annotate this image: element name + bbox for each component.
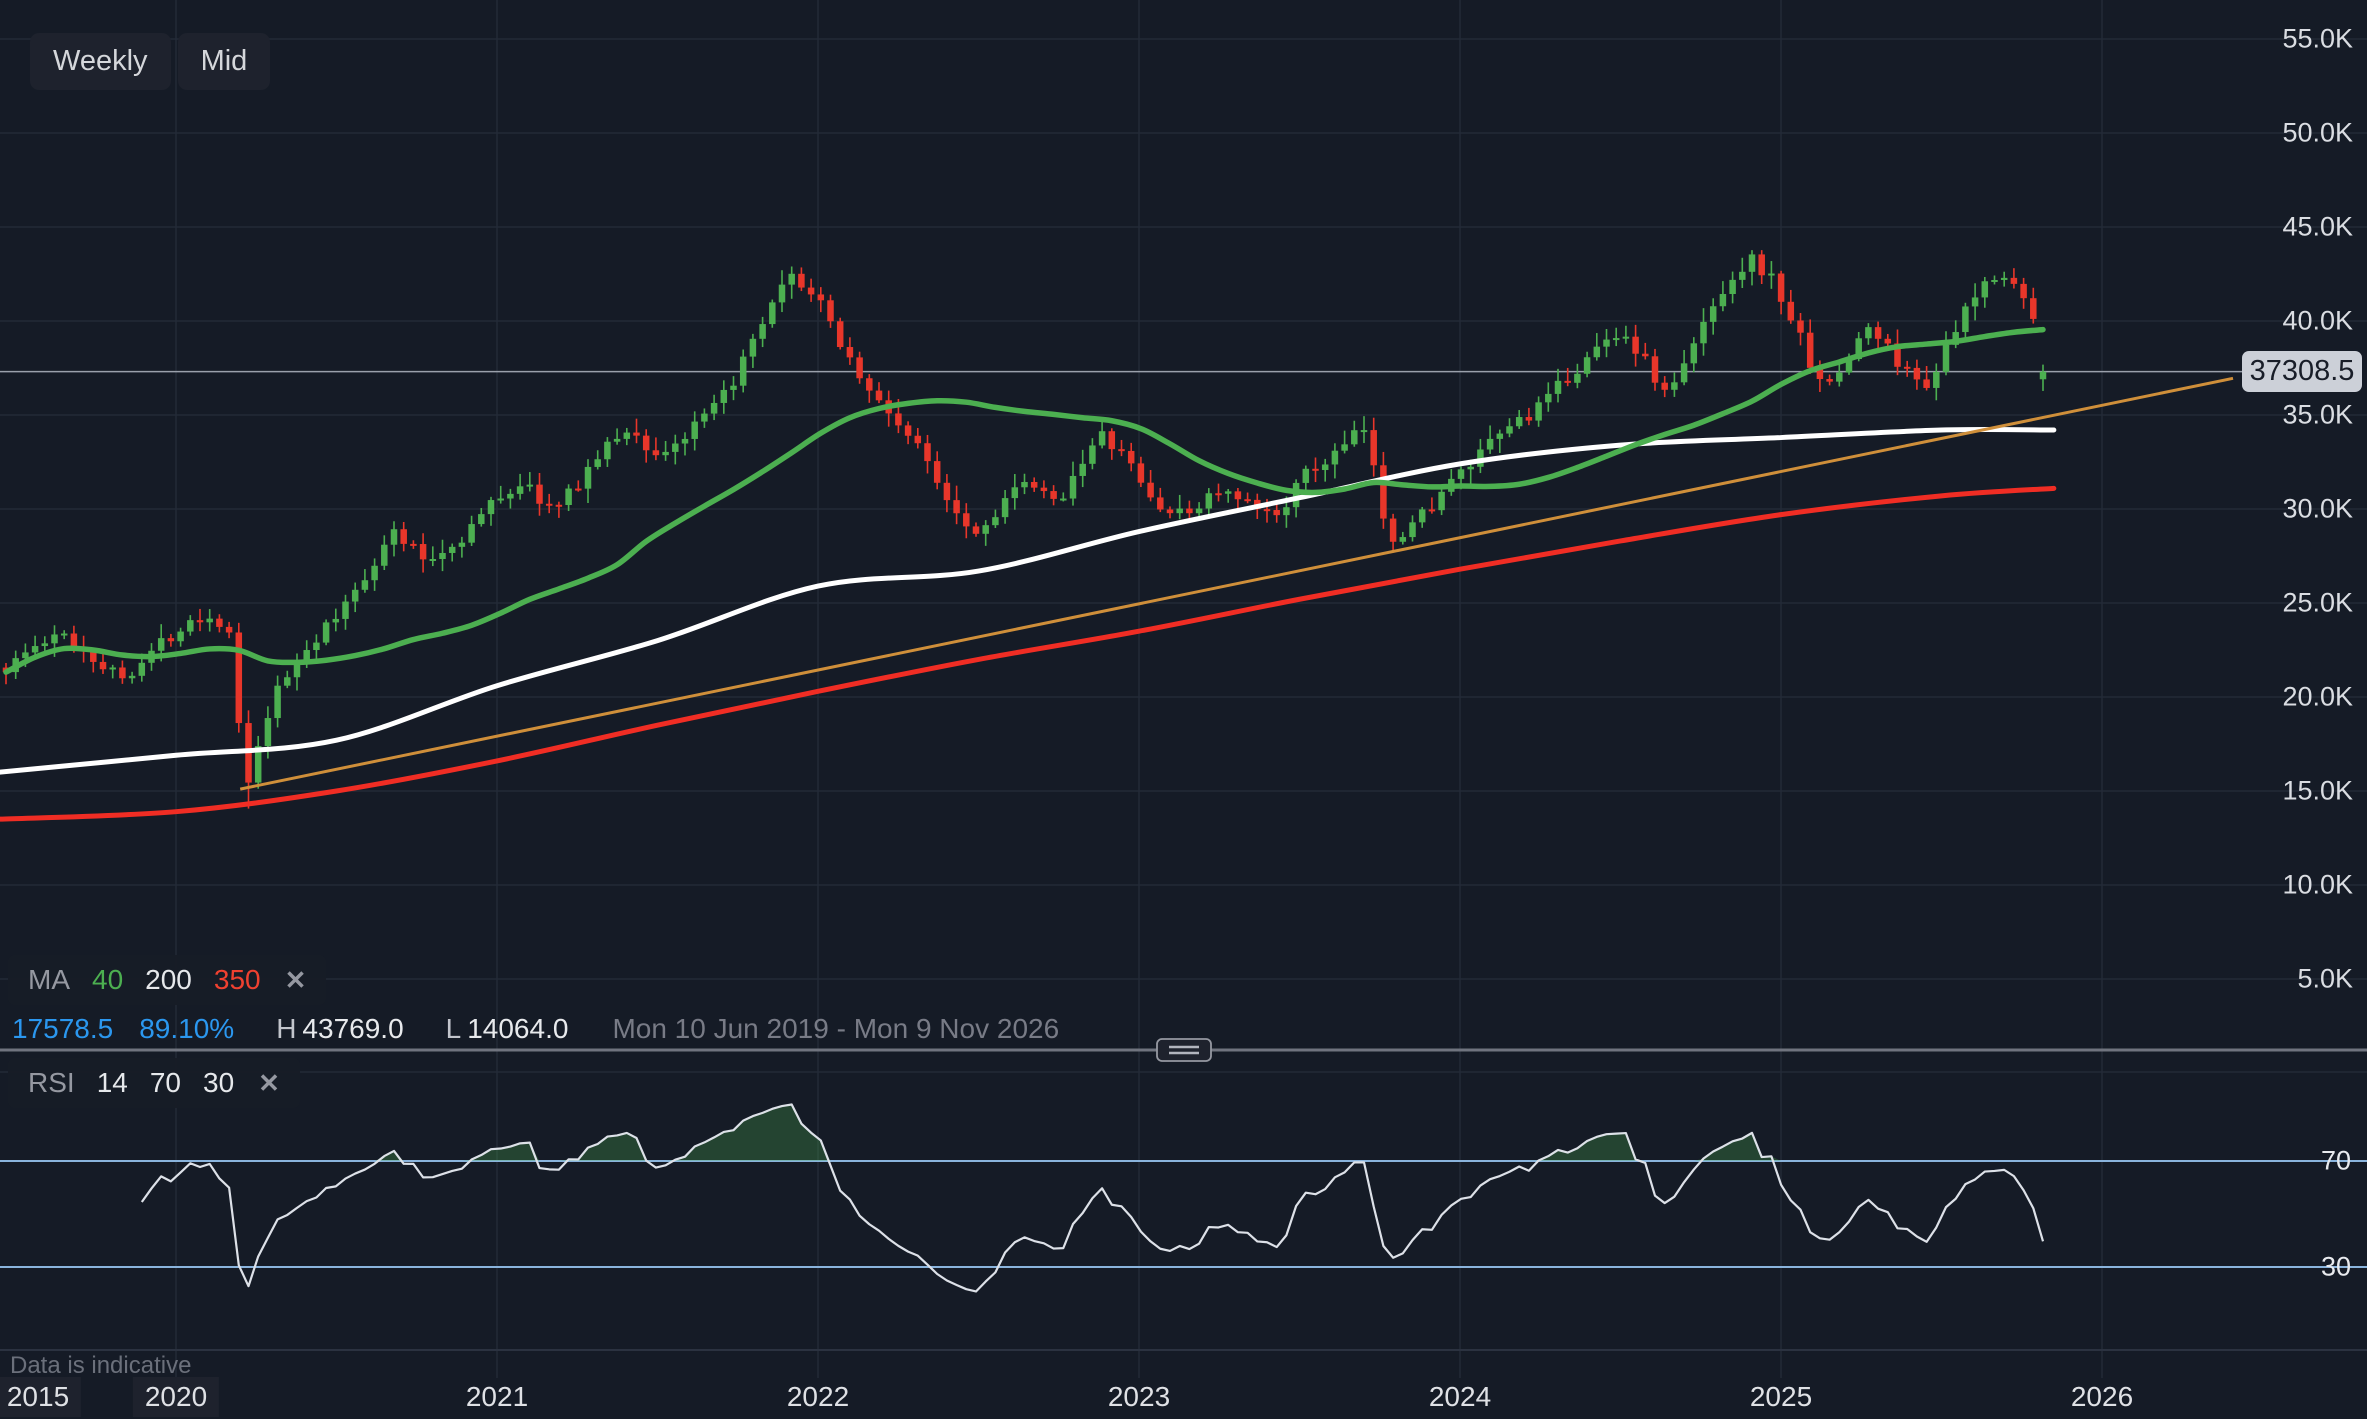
time-axis-label-2020: 2020 xyxy=(132,1377,220,1417)
rsi-upper-level: 70 xyxy=(149,1067,181,1098)
stat-date-range: Mon 10 Jun 2019 - Mon 9 Nov 2026 xyxy=(612,1013,1060,1044)
rsi-axis-label-30: 30 xyxy=(2320,1251,2351,1282)
ma-indicator-legend[interactable]: MA 40 200 350 ✕ xyxy=(8,955,327,1005)
ma-period-200: 200 xyxy=(145,964,192,995)
rsi-indicator-legend[interactable]: RSI 14 70 30 ✕ xyxy=(8,1058,300,1108)
price-axis-label-25.0K: 25.0K xyxy=(2282,587,2353,618)
stat-low: L 14064.0 xyxy=(445,1013,569,1044)
rsi-period: 14 xyxy=(96,1067,128,1098)
time-axis-label-2026: 2026 xyxy=(2070,1381,2134,1412)
price-axis-label-10.0K: 10.0K xyxy=(2282,869,2353,900)
ma-period-40: 40 xyxy=(92,964,124,995)
price-mode-button[interactable]: Mid xyxy=(177,33,271,90)
stat-value: 17578.5 xyxy=(12,1013,114,1044)
rsi-axis-label-70: 70 xyxy=(2320,1145,2351,1176)
time-axis-label-2023: 2023 xyxy=(1107,1381,1171,1412)
price-axis-label-35.0K: 35.0K xyxy=(2282,399,2353,430)
price-axis-label-40.0K: 40.0K xyxy=(2282,305,2353,336)
rsi-close-icon[interactable]: ✕ xyxy=(258,1067,280,1098)
last-price-label: 37308.5 xyxy=(2242,350,2362,392)
stat-high: H 43769.0 xyxy=(276,1013,404,1044)
price-axis-label-55.0K: 55.0K xyxy=(2282,23,2353,54)
ma-legend-label: MA xyxy=(28,964,70,995)
stat-change-percent: 89.10% xyxy=(139,1013,235,1044)
time-axis-label-2022: 2022 xyxy=(786,1381,850,1412)
price-axis-label-30.0K: 30.0K xyxy=(2282,493,2353,524)
time-axis-label-2021: 2021 xyxy=(465,1381,529,1412)
time-axis-label-2024: 2024 xyxy=(1428,1381,1492,1412)
ma-period-350: 350 xyxy=(213,964,261,995)
time-axis-label-2025: 2025 xyxy=(1749,1381,1813,1412)
time-axis-label-2015: 2015 xyxy=(0,1377,82,1417)
price-axis-label-20.0K: 20.0K xyxy=(2282,681,2353,712)
chart-toolbar: Weekly Mid xyxy=(30,33,271,90)
ma-close-icon[interactable]: ✕ xyxy=(284,964,307,995)
pane-resize-handle[interactable] xyxy=(1156,1038,1212,1062)
ohlc-stats-row: 17578.5 89.10% H 43769.0 L 14064.0 Mon 10 … xyxy=(12,1013,1059,1045)
timeframe-button[interactable]: Weekly xyxy=(30,33,171,90)
price-axis-label-45.0K: 45.0K xyxy=(2282,211,2353,242)
rsi-lower-level: 30 xyxy=(203,1067,235,1098)
price-axis-label-15.0K: 15.0K xyxy=(2282,775,2353,806)
price-axis-label-5.0K: 5.0K xyxy=(2297,963,2353,994)
rsi-legend-label: RSI xyxy=(28,1067,75,1098)
price-axis-label-50.0K: 50.0K xyxy=(2282,117,2353,148)
data-indicative-note: Data is indicative xyxy=(10,1352,192,1379)
